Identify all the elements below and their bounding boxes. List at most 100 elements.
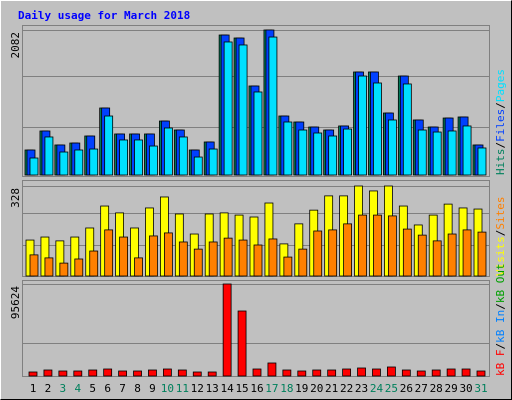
x-tick-label: 21 [325,382,338,395]
bar [29,254,39,277]
chart-title: Daily usage for March 2018 [18,9,190,22]
bar [357,367,366,377]
legend-entry: Hits [494,149,507,176]
bar [178,136,188,176]
x-tick-label: 6 [104,382,111,395]
x-tick-label: 14 [221,382,235,395]
bar [253,244,263,277]
x-tick-label: 13 [206,382,219,395]
x-tick-label: 10 [161,382,174,395]
x-tick-label: 2 [45,382,52,395]
legend-entry: Pages [494,69,507,102]
bar [104,115,114,176]
bar [208,148,218,176]
bar [148,369,157,377]
bar [268,238,278,277]
bar [88,369,98,377]
x-tick-label: 22 [340,382,353,395]
bar [282,369,292,377]
bar [134,139,143,176]
bar [358,214,367,277]
bar [387,119,397,176]
bar [401,369,411,377]
bar [417,129,427,176]
bar [74,258,84,277]
legend: kB F/kB In/kB Out [494,263,507,376]
legend: Visits/Sites [494,197,507,277]
bar [328,135,338,176]
bar [59,262,69,277]
bar [416,370,426,377]
bar [327,369,337,377]
bar [44,257,54,277]
bar [446,368,456,377]
bar [119,236,128,277]
bar [476,370,486,377]
bar [238,44,248,176]
bar [268,36,278,176]
bar [43,369,53,377]
bar [313,230,323,277]
bar [149,145,158,176]
legend-separator: / [494,230,507,237]
y-tick-label: 2082 [9,32,22,59]
bar [103,368,113,377]
bar [373,82,382,176]
bar [74,149,84,176]
bar [208,241,218,277]
bar [223,237,233,277]
x-tick-label: 25 [385,382,398,395]
bar [89,148,99,176]
x-tick-label: 4 [74,382,81,395]
bar [222,283,232,377]
bar [283,121,293,176]
bar [162,368,172,377]
x-tick-label: 29 [445,382,458,395]
x-tick-label: 7 [119,382,126,395]
bar [237,310,247,377]
bar [343,128,353,176]
bar [358,75,367,176]
bar [28,371,38,377]
legend-separator: / [494,142,507,149]
bar [178,241,188,277]
x-tick-label: 28 [430,382,443,395]
bar [462,125,472,176]
x-tick-label: 9 [149,382,156,395]
y-tick-label: 328 [9,188,22,208]
bar [343,223,353,277]
bar [328,229,338,277]
legend-entry: Sites [494,197,507,230]
bar [267,362,277,377]
panels [22,25,490,377]
x-tick-label: 20 [310,382,323,395]
bar [386,366,396,377]
bar [29,157,39,176]
bar [417,234,427,277]
x-tick-label: 1 [30,382,37,395]
legend-separator: / [494,343,507,350]
x-tick-label: 15 [235,382,248,395]
bar [402,228,412,277]
legend-entry: Files [494,109,507,142]
bar [402,83,412,176]
bar [207,371,217,377]
bar [253,91,263,176]
x-tick-label: 31 [474,382,487,395]
x-tick-label: 16 [250,382,263,395]
bar [149,235,158,277]
bar [163,232,173,277]
bar [432,240,442,277]
x-tick-label: 18 [280,382,293,395]
bar [59,151,69,176]
bar [461,368,471,377]
legend: Hits/Files/Pages [494,69,507,175]
bar [387,215,397,277]
bar [431,369,441,377]
x-tick-label: 5 [89,382,96,395]
bar [477,231,487,277]
bar [313,132,323,176]
bar [118,370,127,377]
